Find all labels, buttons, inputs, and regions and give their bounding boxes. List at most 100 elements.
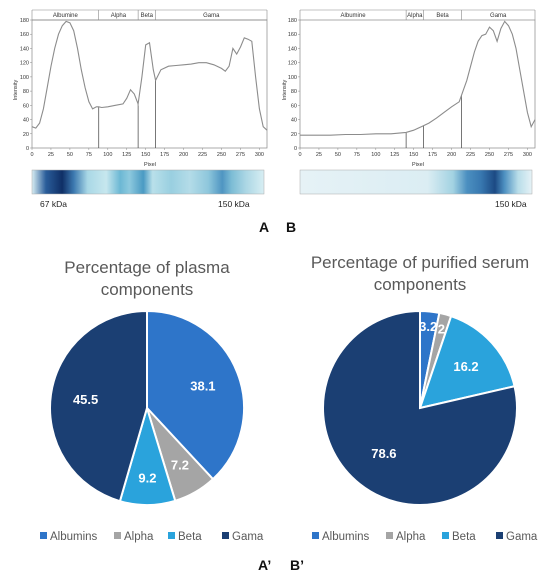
y-tick-label-a: 120 xyxy=(20,61,29,67)
y-tick-label-b: 120 xyxy=(288,61,297,67)
segment-label-a-alpha: Alpha xyxy=(111,13,127,19)
legend-label-gama: Gama xyxy=(232,531,264,543)
x-tick-label-a: 100 xyxy=(103,152,112,158)
pie-title-a-line2: components xyxy=(101,280,194,299)
y-tick-label-a: 0 xyxy=(26,146,29,152)
legend-label-alpha: Alpha xyxy=(396,531,426,543)
x-tick-label-a: 300 xyxy=(255,152,264,158)
x-tick-label-b: 50 xyxy=(335,152,341,158)
pie-title-b-line1: Percentage of purified serum xyxy=(311,253,529,272)
y-axis-label-b: Intensity xyxy=(282,80,288,101)
legend-label-beta: Beta xyxy=(178,531,202,543)
intensity-curve-b xyxy=(300,20,536,136)
gel-strip-a xyxy=(31,169,265,195)
y-tick-label-a: 100 xyxy=(20,75,29,81)
x-tick-label-a: 250 xyxy=(217,152,226,158)
pie-value-label-albumins: 3.2 xyxy=(419,319,437,334)
legend-label-albumins: Albumins xyxy=(50,531,98,543)
x-tick-label-b: 25 xyxy=(316,152,322,158)
legend-swatch-beta xyxy=(168,532,175,539)
legend-label-gama: Gama xyxy=(506,531,538,543)
pie-title-b-line2: components xyxy=(374,275,467,294)
legend-b: Albumins Alpha Beta Gama xyxy=(312,531,538,543)
y-tick-label-b: 180 xyxy=(288,18,297,24)
segment-label-a-gama: Gama xyxy=(203,13,220,19)
legend-swatch-alpha xyxy=(114,532,121,539)
x-tick-label-a: 125 xyxy=(122,152,131,158)
x-tick-label-a: 225 xyxy=(198,152,207,158)
pie-value-label-beta: 16.2 xyxy=(453,359,478,374)
x-tick-label-b: 100 xyxy=(371,152,380,158)
pie-value-label-gama: 78.6 xyxy=(371,446,396,461)
pie-title-a-line1: Percentage of plasma xyxy=(64,258,230,277)
y-tick-label-b: 60 xyxy=(291,103,297,109)
y-tick-label-b: 160 xyxy=(288,32,297,38)
legend-label-beta: Beta xyxy=(452,531,476,543)
x-axis-label-b: Pixel xyxy=(412,162,424,168)
band-label-150kda-a: 150 kDa xyxy=(218,199,250,209)
gel-strip-b xyxy=(299,169,533,195)
y-tick-label-a: 160 xyxy=(20,32,29,38)
x-tick-label-a: 50 xyxy=(67,152,73,158)
x-tick-label-b: 225 xyxy=(466,152,475,158)
x-tick-label-b: 175 xyxy=(428,152,437,158)
pie-value-label-albumins: 38.1 xyxy=(190,379,215,394)
pie-slice-beta xyxy=(418,314,516,410)
x-tick-label-b: 300 xyxy=(523,152,532,158)
pie-value-label-alpha: 7.2 xyxy=(171,458,189,473)
x-axis-label-a: Pixel xyxy=(144,162,156,168)
segment-label-b-albumine: Albumine xyxy=(341,13,367,19)
legend-swatch-albumins xyxy=(312,532,319,539)
legend-label-alpha: Alpha xyxy=(124,531,154,543)
y-tick-label-a: 80 xyxy=(23,89,29,95)
densitogram-a: Albumine Alpha Beta Gama 0 20 40 60 80 100 120 140… xyxy=(13,9,268,168)
x-tick-label-a: 25 xyxy=(48,152,54,158)
plot-frame-b xyxy=(299,19,536,149)
x-tick-label-b: 250 xyxy=(485,152,494,158)
panel-label-a-prime: A’ xyxy=(258,557,271,573)
band-label-67kda: 67 kDa xyxy=(40,199,67,209)
y-tick-label-a: 60 xyxy=(23,103,29,109)
x-tick-label-b: 75 xyxy=(354,152,360,158)
y-tick-label-b: 20 xyxy=(291,132,297,138)
y-tick-label-a: 20 xyxy=(23,132,29,138)
y-tick-label-b: 100 xyxy=(288,75,297,81)
y-tick-label-b: 140 xyxy=(288,46,297,52)
x-tick-label-b: 275 xyxy=(504,152,513,158)
y-axis-label-a: Intensity xyxy=(13,80,19,101)
y-tick-label-b: 80 xyxy=(291,89,297,95)
segment-label-b-beta: Beta xyxy=(436,13,449,19)
legend-swatch-gama xyxy=(222,532,229,539)
x-tick-label-b: 200 xyxy=(447,152,456,158)
pie-value-label-alpha: 2 xyxy=(438,321,445,336)
y-tick-label-a: 180 xyxy=(20,18,29,24)
intensity-curve-a xyxy=(31,20,268,131)
panel-label-b-prime: B’ xyxy=(290,557,304,573)
segment-label-a-beta: Beta xyxy=(141,13,154,19)
y-tick-label-b: 0 xyxy=(294,146,297,152)
segment-label-b-gama: Gama xyxy=(490,13,507,19)
pie-value-label-gama: 45.5 xyxy=(73,392,98,407)
x-tick-label-a: 75 xyxy=(86,152,92,158)
segment-label-b-alpha: Alpha xyxy=(407,13,423,19)
segment-label-a-albumine: Albumine xyxy=(53,13,79,19)
x-tick-label-a: 275 xyxy=(236,152,245,158)
pie-slice-albumins xyxy=(146,309,246,481)
legend-swatch-albumins xyxy=(40,532,47,539)
legend-swatch-gama xyxy=(496,532,503,539)
densitogram-b: Albumine Alpha Beta Gama 0 20 40 60 80 100 120 140… xyxy=(282,9,536,168)
panel-label-b: B xyxy=(286,219,296,235)
x-tick-label-a: 175 xyxy=(160,152,169,158)
legend-label-albumins: Albumins xyxy=(322,531,370,543)
x-tick-label-a: 150 xyxy=(141,152,150,158)
legend-a: Albumins Alpha Beta Gama xyxy=(40,531,264,543)
pie-chart-b: 3.2 2 16.2 78.6 xyxy=(322,309,518,506)
pie-slice-gama xyxy=(49,309,148,503)
y-tick-label-a: 40 xyxy=(23,118,29,124)
y-tick-label-b: 40 xyxy=(291,118,297,124)
y-tick-label-a: 140 xyxy=(20,46,29,52)
plot-frame-a xyxy=(31,19,268,149)
x-tick-label-b: 0 xyxy=(298,152,301,158)
pie-chart-a: 38.1 7.2 9.2 45.5 xyxy=(49,309,246,506)
